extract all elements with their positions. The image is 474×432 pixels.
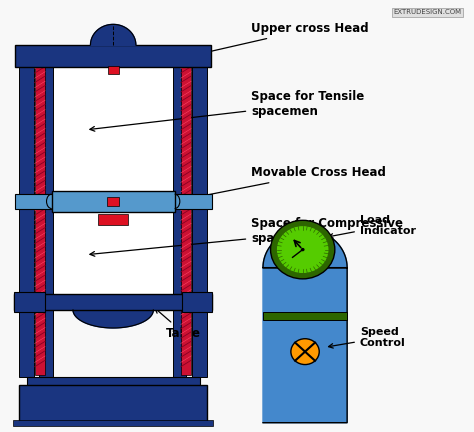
FancyBboxPatch shape — [39, 65, 53, 378]
Circle shape — [276, 226, 329, 273]
Text: Movable Cross Head: Movable Cross Head — [179, 166, 386, 202]
FancyBboxPatch shape — [98, 214, 128, 225]
FancyBboxPatch shape — [15, 45, 211, 67]
FancyBboxPatch shape — [35, 67, 45, 375]
FancyBboxPatch shape — [14, 293, 212, 310]
Circle shape — [271, 220, 335, 279]
Text: Speed
Control: Speed Control — [328, 327, 406, 348]
FancyBboxPatch shape — [263, 312, 347, 320]
FancyBboxPatch shape — [18, 385, 207, 422]
FancyBboxPatch shape — [192, 65, 207, 378]
Polygon shape — [263, 229, 347, 422]
Circle shape — [301, 248, 305, 251]
Circle shape — [291, 339, 319, 365]
Text: Space for Compressive
spacemen: Space for Compressive spacemen — [90, 217, 403, 256]
Text: Upper cross Head: Upper cross Head — [191, 22, 369, 57]
Text: Load
Indicator: Load Indicator — [328, 215, 416, 238]
FancyBboxPatch shape — [14, 292, 45, 311]
FancyBboxPatch shape — [173, 65, 186, 378]
FancyBboxPatch shape — [181, 67, 191, 375]
FancyBboxPatch shape — [15, 194, 54, 209]
FancyBboxPatch shape — [173, 194, 212, 209]
FancyBboxPatch shape — [182, 292, 212, 311]
FancyBboxPatch shape — [18, 65, 34, 378]
Polygon shape — [91, 24, 136, 45]
FancyBboxPatch shape — [52, 191, 174, 212]
FancyBboxPatch shape — [18, 67, 207, 310]
FancyBboxPatch shape — [107, 197, 119, 206]
FancyBboxPatch shape — [108, 66, 119, 74]
FancyBboxPatch shape — [27, 377, 200, 386]
Text: EXTRUDESIGN.COM: EXTRUDESIGN.COM — [393, 10, 462, 15]
Text: Table: Table — [155, 308, 201, 340]
FancyBboxPatch shape — [12, 419, 213, 426]
Polygon shape — [73, 310, 154, 328]
Text: Space for Tensile
spacemen: Space for Tensile spacemen — [90, 90, 365, 131]
